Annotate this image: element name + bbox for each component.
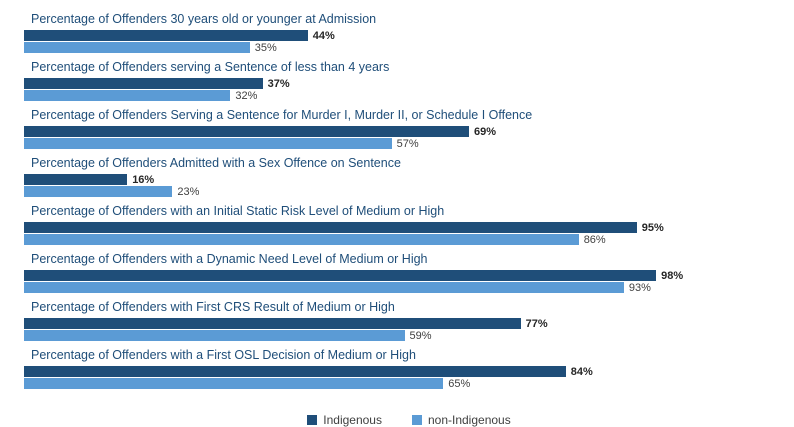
bar-line: 69% <box>24 125 794 138</box>
bar-line: 44% <box>24 29 794 42</box>
legend-swatch-icon <box>411 415 422 425</box>
bar-indigenous <box>24 222 637 233</box>
chart-row: Percentage of Offenders serving a Senten… <box>24 60 794 102</box>
bar-indigenous <box>24 318 521 329</box>
category-label: Percentage of Offenders with First CRS R… <box>31 300 395 314</box>
bar-line: 37% <box>24 77 794 90</box>
chart-legend: Indigenous non-Indigenous <box>24 413 794 427</box>
value-label: 84% <box>570 365 593 378</box>
bar-line: 35% <box>24 41 794 54</box>
bar-line: 95% <box>24 221 794 234</box>
value-label: 35% <box>254 41 277 54</box>
chart-row: Percentage of Offenders with an Initial … <box>24 204 794 246</box>
bar-line: 23% <box>24 185 794 198</box>
bar-non-indigenous <box>24 234 579 245</box>
value-label: 57% <box>396 137 419 150</box>
legend-swatch-icon <box>307 415 318 425</box>
bar-indigenous <box>24 366 566 377</box>
bar-non-indigenous <box>24 330 405 341</box>
category-label: Percentage of Offenders Serving a Senten… <box>31 108 533 122</box>
bar-non-indigenous <box>24 378 444 389</box>
bar-indigenous <box>24 78 263 89</box>
value-label: 59% <box>409 329 432 342</box>
value-label: 95% <box>641 221 664 234</box>
bar-indigenous <box>24 126 470 137</box>
category-label: Percentage of Offenders 30 years old or … <box>31 12 377 26</box>
chart-row: Percentage of Offenders with First CRS R… <box>24 300 794 342</box>
legend-item-non-indigenous: non-Indigenous <box>411 413 511 427</box>
bar-line: 86% <box>24 233 794 246</box>
category-label: Percentage of Offenders with a Dynamic N… <box>31 252 428 266</box>
value-label: 16% <box>132 173 155 186</box>
bar-non-indigenous <box>24 42 250 53</box>
value-label: 98% <box>661 269 684 282</box>
bar-line: 98% <box>24 269 794 282</box>
chart-rows: Percentage of Offenders 30 years old or … <box>24 12 794 390</box>
chart-row: Percentage of Offenders Admitted with a … <box>24 156 794 198</box>
category-label: Percentage of Offenders Admitted with a … <box>31 156 401 170</box>
category-label: Percentage of Offenders serving a Senten… <box>31 60 390 74</box>
value-label: 65% <box>448 377 471 390</box>
value-label: 93% <box>628 281 651 294</box>
bar-non-indigenous <box>24 186 173 197</box>
legend-label: Indigenous <box>323 413 382 427</box>
value-label: 86% <box>583 233 606 246</box>
value-label: 69% <box>474 125 497 138</box>
legend-label: non-Indigenous <box>427 413 511 427</box>
category-label: Percentage of Offenders with a First OSL… <box>31 348 416 362</box>
value-label: 37% <box>267 77 290 90</box>
bar-line: 65% <box>24 377 794 390</box>
bar-line: 77% <box>24 317 794 330</box>
bar-line: 32% <box>24 89 794 102</box>
bar-non-indigenous <box>24 282 624 293</box>
bar-line: 57% <box>24 137 794 150</box>
bar-non-indigenous <box>24 138 392 149</box>
value-label: 23% <box>177 185 200 198</box>
bar-line: 84% <box>24 365 794 378</box>
bar-indigenous <box>24 270 657 281</box>
bar-line: 16% <box>24 173 794 186</box>
chart-row: Percentage of Offenders with a Dynamic N… <box>24 252 794 294</box>
value-label: 77% <box>525 317 548 330</box>
category-label: Percentage of Offenders with an Initial … <box>31 204 445 218</box>
bar-line: 93% <box>24 281 794 294</box>
value-label: 32% <box>235 89 258 102</box>
bar-indigenous <box>24 30 308 41</box>
legend-item-indigenous: Indigenous <box>307 413 382 427</box>
chart-row: Percentage of Offenders with a First OSL… <box>24 348 794 390</box>
bar-indigenous <box>24 174 128 185</box>
chart-row: Percentage of Offenders 30 years old or … <box>24 12 794 54</box>
bar-non-indigenous <box>24 90 231 101</box>
bar-line: 59% <box>24 329 794 342</box>
value-label: 44% <box>312 29 335 42</box>
chart-row: Percentage of Offenders Serving a Senten… <box>24 108 794 150</box>
